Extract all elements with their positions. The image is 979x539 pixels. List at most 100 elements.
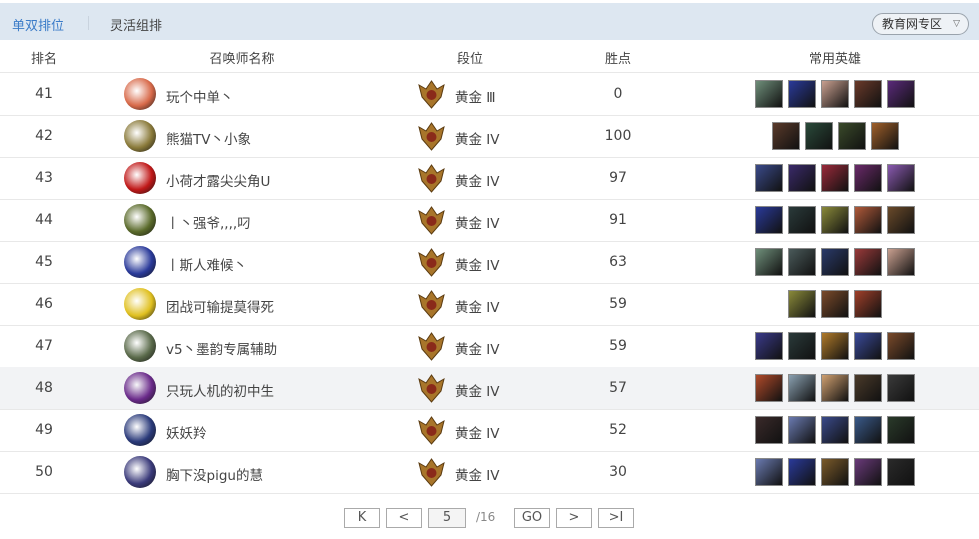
- summoner-name[interactable]: 熊猫TV丶小象: [166, 132, 251, 148]
- hero-portrait-icon[interactable]: [821, 332, 849, 360]
- divider: [0, 199, 979, 200]
- hero-portrait-icon[interactable]: [755, 80, 783, 108]
- league-points: 97: [609, 170, 627, 186]
- hero-portrait-icon[interactable]: [755, 206, 783, 234]
- hero-portrait-icon[interactable]: [887, 80, 915, 108]
- first-page-button[interactable]: K: [344, 508, 380, 528]
- column-tier: 段位: [456, 52, 484, 67]
- summoner-name[interactable]: 小荷才露尖尖角U: [166, 174, 271, 190]
- hero-portrait-icon[interactable]: [870, 122, 899, 150]
- gold-rank-badge-icon: [418, 374, 445, 403]
- hero-portrait-icon[interactable]: [887, 374, 915, 402]
- hero-portrait-icon[interactable]: [821, 374, 849, 402]
- table-row[interactable]: 45 丨斯人难候丶 黄金 IV 63: [0, 241, 979, 283]
- summoner-name[interactable]: 胸下没pigu的慧: [166, 468, 263, 484]
- summoner-name[interactable]: v5丶墨韵专属辅助: [166, 342, 278, 358]
- hero-portrait-icon[interactable]: [788, 416, 816, 444]
- hero-portrait-icon[interactable]: [788, 332, 816, 360]
- next-page-button[interactable]: >: [556, 508, 592, 528]
- rank: 42: [35, 128, 53, 144]
- hero-portrait-icon[interactable]: [771, 122, 800, 150]
- go-button[interactable]: GO: [514, 508, 550, 528]
- prev-page-button[interactable]: <: [386, 508, 422, 528]
- hero-portrait-icon[interactable]: [854, 416, 882, 444]
- hero-portrait-icon[interactable]: [788, 80, 816, 108]
- hero-portrait-icon[interactable]: [854, 290, 882, 318]
- hero-portrait-icon[interactable]: [821, 290, 849, 318]
- region-label: 教育网专区: [881, 17, 942, 31]
- queue-tabs-bar: 单双排位 灵活组排 教育网专区 ▽: [0, 3, 979, 40]
- summoner-name[interactable]: 玩个中单丶: [166, 90, 234, 106]
- gold-rank-badge-icon: [418, 290, 445, 319]
- table-row[interactable]: 49 妖妖羚 黄金 IV 52: [0, 409, 979, 451]
- hero-portrait-icon[interactable]: [887, 332, 915, 360]
- table-row[interactable]: 46 团战可输提莫得死 黄金 IV 59: [0, 283, 979, 325]
- divider: [0, 157, 979, 158]
- hero-portrait-icon[interactable]: [854, 206, 882, 234]
- hero-portrait-icon[interactable]: [887, 458, 915, 486]
- hero-portrait-icon[interactable]: [854, 80, 882, 108]
- hero-portrait-icon[interactable]: [788, 290, 816, 318]
- summoner-name[interactable]: 只玩人机的初中生: [166, 384, 274, 400]
- hero-portrait-icon[interactable]: [821, 248, 849, 276]
- table-row[interactable]: 42 熊猫TV丶小象 黄金 IV 100: [0, 115, 979, 157]
- summoner-name[interactable]: 丨丶强爷,,,,叼: [166, 216, 251, 232]
- hero-portrait-icon[interactable]: [804, 122, 833, 150]
- page-input[interactable]: 5: [428, 508, 466, 528]
- hero-portrait-icon[interactable]: [788, 164, 816, 192]
- hero-portrait-icon[interactable]: [887, 416, 915, 444]
- hero-portrait-icon[interactable]: [887, 248, 915, 276]
- hero-portrait-icon[interactable]: [755, 332, 783, 360]
- hero-portrait-icon[interactable]: [854, 332, 882, 360]
- hero-portrait-icon[interactable]: [755, 374, 783, 402]
- table-row[interactable]: 47 v5丶墨韵专属辅助 黄金 IV 59: [0, 325, 979, 367]
- hero-portrait-icon[interactable]: [821, 164, 849, 192]
- table-row[interactable]: 48 只玩人机的初中生 黄金 IV 57: [0, 367, 979, 409]
- summoner-name[interactable]: 妖妖羚: [166, 426, 207, 442]
- table-row[interactable]: 50 胸下没pigu的慧 黄金 IV 30: [0, 451, 979, 493]
- hero-portrait-icon[interactable]: [854, 248, 882, 276]
- divider: [0, 451, 979, 452]
- hero-portrait-icon[interactable]: [887, 206, 915, 234]
- table-row[interactable]: 41 玩个中单丶 黄金 Ⅲ 0: [0, 73, 979, 115]
- gold-rank-badge-icon: [418, 416, 445, 445]
- region-select[interactable]: 教育网专区 ▽: [871, 13, 969, 35]
- table-row[interactable]: 44 丨丶强爷,,,,叼 黄金 IV 91: [0, 199, 979, 241]
- last-page-button[interactable]: >I: [598, 508, 634, 528]
- tab-flex[interactable]: 灵活组排: [110, 19, 163, 34]
- hero-portrait-icon[interactable]: [887, 164, 915, 192]
- common-heroes: [700, 80, 970, 108]
- column-heroes: 常用英雄: [808, 52, 862, 67]
- hero-portrait-icon[interactable]: [788, 248, 816, 276]
- hero-portrait-icon[interactable]: [788, 206, 816, 234]
- hero-portrait-icon[interactable]: [755, 416, 783, 444]
- avatar: [124, 456, 156, 488]
- summoner-name[interactable]: 团战可输提莫得死: [166, 300, 274, 316]
- hero-portrait-icon[interactable]: [788, 374, 816, 402]
- rank: 44: [35, 212, 53, 228]
- gold-rank-badge-icon: [418, 458, 445, 487]
- avatar: [124, 330, 156, 362]
- summoner-name[interactable]: 丨斯人难候丶: [166, 258, 247, 274]
- tab-solo-duo[interactable]: 单双排位: [12, 19, 65, 34]
- hero-portrait-icon[interactable]: [755, 248, 783, 276]
- hero-portrait-icon[interactable]: [821, 458, 849, 486]
- league-points: 0: [613, 86, 623, 102]
- table-row[interactable]: 43 小荷才露尖尖角U 黄金 IV 97: [0, 157, 979, 199]
- tier-label: 黄金 IV: [455, 300, 500, 316]
- hero-portrait-icon[interactable]: [821, 416, 849, 444]
- league-points: 91: [609, 212, 627, 228]
- hero-portrait-icon[interactable]: [755, 164, 783, 192]
- tier-label: 黄金 IV: [455, 258, 500, 274]
- hero-portrait-icon[interactable]: [854, 458, 882, 486]
- hero-portrait-icon[interactable]: [854, 164, 882, 192]
- hero-portrait-icon[interactable]: [788, 458, 816, 486]
- hero-portrait-icon[interactable]: [854, 374, 882, 402]
- hero-portrait-icon[interactable]: [837, 122, 866, 150]
- rank: 45: [35, 254, 53, 270]
- hero-portrait-icon[interactable]: [755, 458, 783, 486]
- hero-portrait-icon[interactable]: [821, 80, 849, 108]
- hero-portrait-icon[interactable]: [821, 206, 849, 234]
- common-heroes: [700, 290, 970, 318]
- avatar: [124, 120, 156, 152]
